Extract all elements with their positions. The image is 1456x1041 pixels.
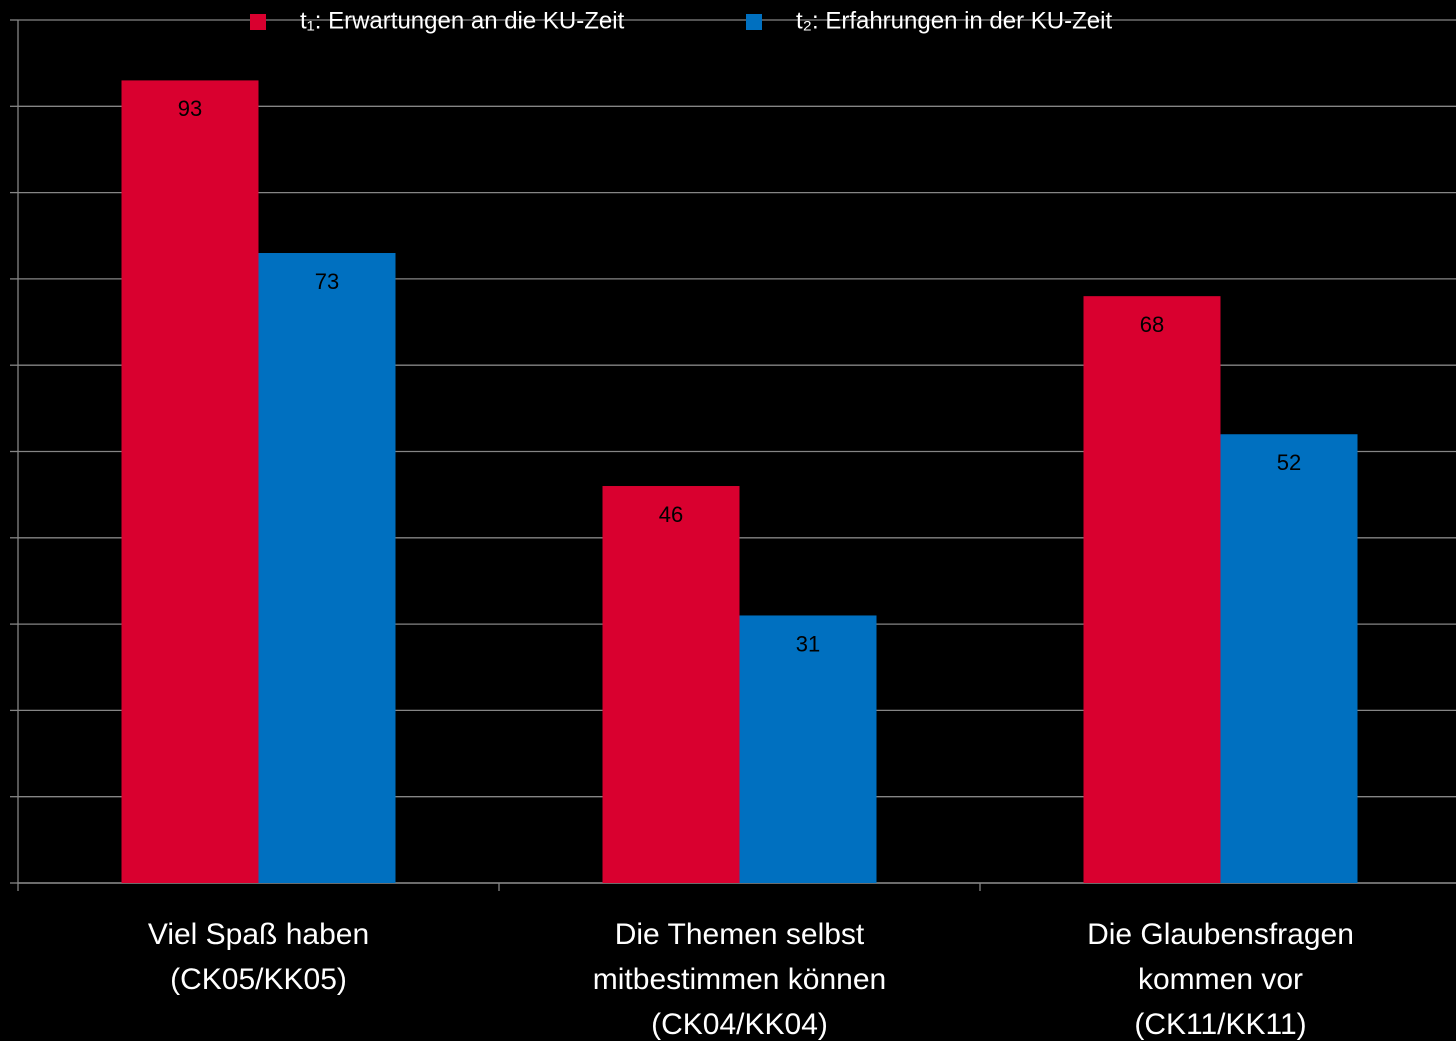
- data-label: 46: [659, 502, 683, 527]
- data-label: 31: [796, 631, 820, 656]
- x-tick-label: Viel Spaß haben (CK05/KK05): [147, 918, 370, 996]
- data-label: 52: [1277, 450, 1301, 475]
- legend-swatch: [746, 14, 762, 30]
- legend-label: t₂: Erfahrungen in der KU-Zeit: [796, 7, 1112, 34]
- bar: [602, 486, 740, 883]
- data-label: 93: [178, 96, 202, 121]
- bar: [258, 253, 396, 883]
- bar: [1083, 296, 1221, 883]
- data-label: 73: [315, 269, 339, 294]
- legend-label: t₁: Erwartungen an die KU-Zeit: [300, 7, 625, 34]
- bar: [739, 615, 877, 883]
- bar: [121, 80, 259, 883]
- legend-swatch: [250, 14, 266, 30]
- x-tick-label: Die Glaubensfragen kommen vor (CK11/KK11…: [1087, 918, 1354, 1041]
- x-tick-label: Die Themen selbst mitbestimmen können (C…: [592, 918, 887, 1041]
- bar: [1220, 434, 1358, 883]
- data-label: 68: [1140, 312, 1164, 337]
